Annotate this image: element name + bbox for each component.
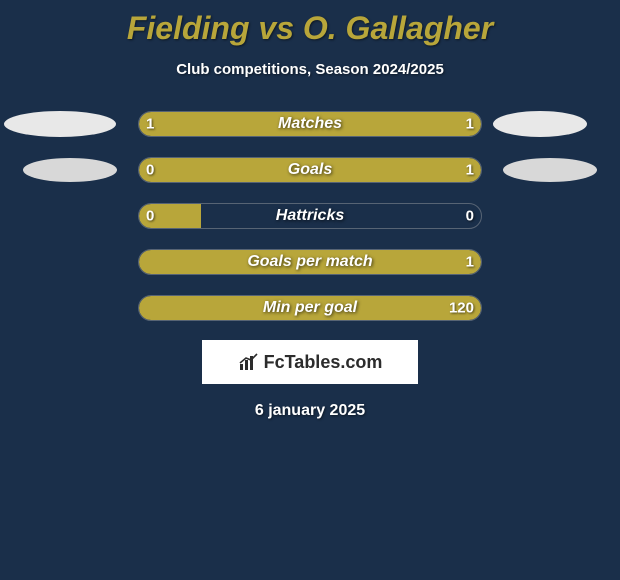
stat-row: 1 Matches 1 xyxy=(0,110,620,138)
player-b-ellipse xyxy=(503,158,597,182)
brand-box[interactable]: FcTables.com xyxy=(202,340,418,384)
player-a-ellipse xyxy=(4,111,116,137)
value-right: 0 xyxy=(466,208,474,225)
value-left: 1 xyxy=(146,116,154,133)
player-b-ellipse xyxy=(493,111,587,137)
value-right: 1 xyxy=(466,254,474,271)
stat-row: 0 Hattricks 0 xyxy=(0,202,620,230)
stat-row: Goals per match 1 xyxy=(0,248,620,276)
value-left: 0 xyxy=(146,162,154,179)
date-text: 6 january 2025 xyxy=(0,402,620,420)
value-left: 0 xyxy=(146,208,154,225)
page-title: Fielding vs O. Gallagher xyxy=(0,0,620,47)
value-right: 1 xyxy=(466,116,474,133)
row-label: Hattricks xyxy=(276,207,344,225)
bar-left xyxy=(139,296,269,320)
stat-row: Min per goal 120 xyxy=(0,294,620,322)
value-right: 1 xyxy=(466,162,474,179)
row-label: Goals per match xyxy=(247,253,372,271)
bar-left xyxy=(139,250,248,274)
value-right: 120 xyxy=(449,300,474,317)
chart-icon xyxy=(238,352,260,372)
row-label: Min per goal xyxy=(263,299,357,317)
bar-right xyxy=(201,158,481,182)
row-label: Goals xyxy=(288,161,332,179)
brand-text: FcTables.com xyxy=(264,352,383,373)
stat-row: 0 Goals 1 xyxy=(0,156,620,184)
player-a-ellipse xyxy=(23,158,117,182)
comparison-chart: 1 Matches 1 0 Goals 1 0 Hattricks 0 Goal… xyxy=(0,110,620,322)
row-label: Matches xyxy=(278,115,342,133)
subtitle: Club competitions, Season 2024/2025 xyxy=(0,61,620,78)
